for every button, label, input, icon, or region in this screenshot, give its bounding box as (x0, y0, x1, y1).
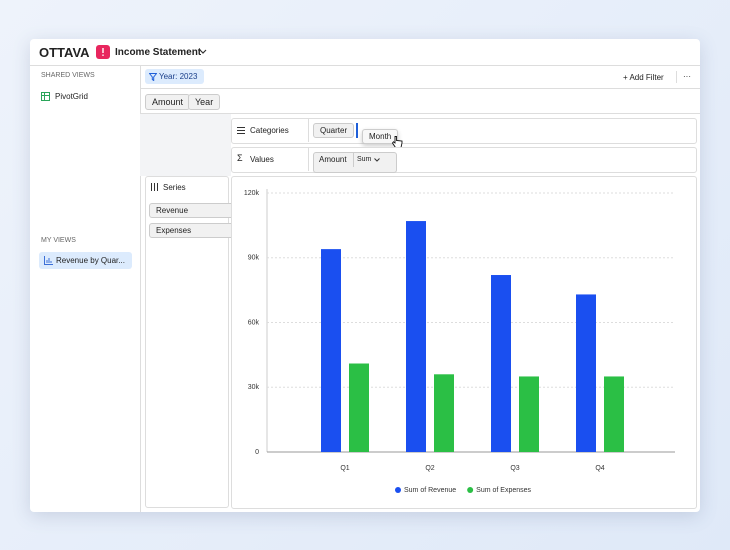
columns-icon (151, 183, 158, 191)
bar (406, 221, 426, 452)
divider (308, 118, 309, 142)
divider (140, 88, 700, 89)
field-chip[interactable]: Expenses (149, 223, 235, 238)
chevron[interactable] (374, 158, 380, 162)
corner (140, 114, 231, 176)
filter-label[interactable]: Year: 2023 (159, 72, 198, 81)
bar (576, 294, 596, 452)
grid-icon (41, 92, 50, 101)
brand: OTTAVA (39, 45, 90, 60)
zone-icon: Σ (237, 153, 243, 163)
field-chip[interactable]: Revenue (149, 203, 235, 218)
x-tick-label: Q4 (595, 465, 604, 472)
bar (519, 376, 539, 452)
drop-indicator (356, 123, 358, 138)
filter-chip[interactable] (145, 69, 204, 84)
list-icon (237, 127, 245, 134)
filter-icon (149, 73, 157, 81)
selected-view[interactable] (39, 252, 132, 269)
drag-chip[interactable]: Month (362, 129, 399, 144)
values-zone (231, 147, 697, 173)
field-chip[interactable] (313, 152, 397, 173)
divider (140, 65, 141, 512)
x-tick-label: Q1 (340, 465, 349, 472)
y-tick-label: 60k (248, 319, 260, 326)
y-tick-label: 30k (248, 384, 260, 391)
section-heading: MY VIEWS (41, 237, 76, 244)
field-chip[interactable]: Year (188, 94, 221, 110)
divider (30, 65, 700, 66)
legend-label: Sum of Revenue (404, 487, 456, 494)
divider (676, 71, 677, 83)
bar (349, 363, 369, 452)
add-filter[interactable]: + Add Filter (623, 73, 664, 82)
categories-zone (231, 118, 697, 144)
section-heading: SHARED VIEWS (41, 72, 95, 79)
bar (604, 376, 624, 452)
bar (321, 249, 341, 452)
x-tick-label: Q3 (510, 465, 519, 472)
bar (434, 374, 454, 452)
zone-label: Series (163, 183, 186, 192)
y-tick-label: 120k (244, 190, 260, 197)
legend-swatch (395, 487, 401, 493)
field-chip[interactable]: Quarter (313, 123, 355, 138)
divider (308, 147, 309, 171)
bar (491, 275, 511, 452)
chip-label[interactable]: Amount (319, 155, 347, 164)
report-icon (96, 45, 110, 59)
legend-label: Sum of Expenses (476, 487, 531, 494)
chart-icon (44, 256, 53, 265)
chevron[interactable] (199, 49, 207, 55)
zone-label: Values (250, 155, 274, 164)
y-tick-label: 90k (248, 255, 260, 262)
more-button[interactable]: ··· (683, 72, 691, 81)
chart-panel (231, 176, 697, 509)
view-item[interactable]: Revenue by Quar... (56, 256, 125, 265)
chart: 0 30k 60k 90k 120k Q1 Q2 Q3 Q4 Sum of Revenue Sum … (244, 189, 675, 494)
field-chip[interactable]: Amount (145, 94, 191, 110)
x-tick-label: Q2 (425, 465, 434, 472)
divider (140, 113, 700, 114)
y-tick-label: 0 (255, 449, 259, 456)
zone-label: Categories (250, 126, 289, 135)
report-title[interactable]: Income Statement (115, 47, 202, 58)
aggregate[interactable]: Sum (357, 156, 372, 163)
divider (353, 152, 354, 167)
view-item[interactable]: PivotGrid (55, 92, 88, 101)
app-window: OTTAVA Income Statement SHARED VIEWS Piv… (30, 39, 700, 512)
legend-swatch (467, 487, 474, 493)
